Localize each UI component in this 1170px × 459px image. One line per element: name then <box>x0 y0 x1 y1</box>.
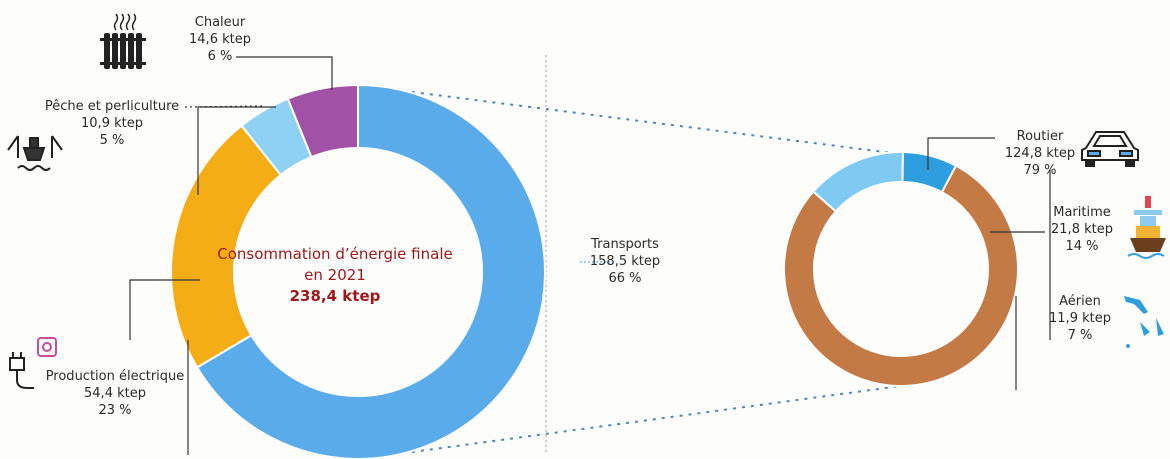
label-maritime-value: 21,8 ktep <box>1051 222 1113 237</box>
leader-routier <box>927 137 995 170</box>
label-maritime-percent: 14 % <box>1065 239 1099 254</box>
label-peche-value: 10,9 ktep <box>81 116 143 131</box>
leader-peche <box>197 106 276 195</box>
label-transports: Transports 158,5 ktep 66 % <box>555 236 695 287</box>
label-aerien-percent: 7 % <box>1067 328 1093 343</box>
label-chaleur: Chaleur 14,6 ktep 6 % <box>150 14 290 65</box>
label-transports-name: Transports <box>591 237 659 252</box>
leader-chaleur <box>236 56 333 90</box>
label-routier-value: 124,8 ktep <box>1004 146 1076 161</box>
airplane-icon <box>1124 296 1164 348</box>
label-routier-name: Routier <box>1016 129 1064 144</box>
label-transports-percent: 66 % <box>608 271 642 286</box>
leader-peche-dots <box>184 105 265 108</box>
donut-transports <box>783 150 1019 387</box>
label-transports-value: 158,5 ktep <box>589 254 661 269</box>
chart-title: Consommation d’énergie finale en 2021 <box>217 245 453 284</box>
plug-socket-icon <box>9 337 57 389</box>
label-peche-percent: 5 % <box>99 133 125 148</box>
main-slice-chaleur <box>286 83 359 159</box>
label-routier: Routier 124,8 ktep 79 % <box>990 128 1090 179</box>
label-aerien-name: Aérien <box>1059 294 1101 309</box>
label-maritime: Maritime 21,8 ktep 14 % <box>1032 204 1132 255</box>
label-production-name: Production électrique <box>45 369 185 384</box>
label-chaleur-name: Chaleur <box>194 15 246 30</box>
label-production: Production électrique 54,4 ktep 23 % <box>35 368 195 419</box>
label-chaleur-percent: 6 % <box>207 49 233 64</box>
car-icon <box>1081 131 1139 167</box>
fishing-boat-icon <box>7 135 63 171</box>
label-maritime-name: Maritime <box>1053 205 1111 220</box>
label-aerien-value: 11,9 ktep <box>1049 311 1111 326</box>
donut-center-label: Consommation d’énergie finale en 2021 23… <box>210 244 460 307</box>
transports-slice-routier <box>783 164 1019 387</box>
zoom-connector-top <box>411 91 909 156</box>
ship-icon <box>1127 196 1166 259</box>
label-peche-name: Pêche et perliculture <box>44 99 180 114</box>
transports-slice-maritime <box>811 151 905 213</box>
zoom-connector-bottom <box>411 384 909 453</box>
chart-total: 238,4 ktep <box>289 287 381 305</box>
transports-slice-aerien <box>901 150 958 194</box>
label-routier-percent: 79 % <box>1023 163 1057 178</box>
leader-production <box>129 279 200 340</box>
label-production-value: 54,4 ktep <box>84 386 146 401</box>
label-aerien: Aérien 11,9 ktep 7 % <box>1030 293 1130 344</box>
leader-lines <box>129 56 1051 455</box>
label-peche: Pêche et perliculture 10,9 ktep 5 % <box>22 98 202 149</box>
label-chaleur-value: 14,6 ktep <box>189 32 251 47</box>
label-production-percent: 23 % <box>98 403 132 418</box>
radiator-icon <box>100 13 146 69</box>
main-slice-transports <box>195 83 546 459</box>
